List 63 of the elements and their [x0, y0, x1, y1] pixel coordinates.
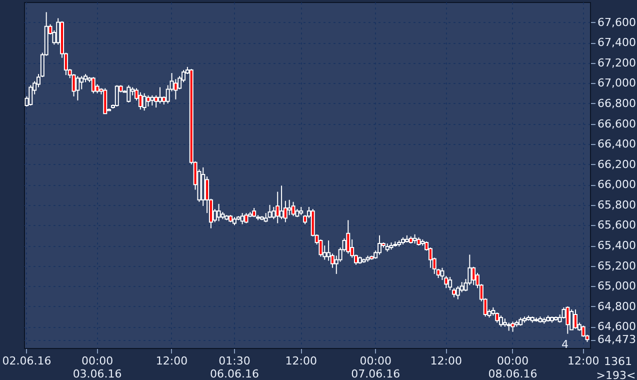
- x-tick-label: 00:00 08.06.16: [488, 354, 538, 380]
- candlestick: [456, 286, 460, 300]
- candlestick: [114, 84, 119, 108]
- candlestick: [499, 315, 504, 328]
- candlestick: [268, 204, 272, 219]
- x-tick-label: 12:00: [567, 354, 600, 368]
- y-tick-label: 64,473: [598, 333, 636, 346]
- candlestick: [138, 92, 142, 110]
- y-tick-label: 67,400: [598, 36, 636, 50]
- candlestick: [318, 238, 323, 258]
- candlestick: [28, 84, 33, 106]
- candlestick: [216, 203, 221, 222]
- x-tick-label: 00:00 07.06.16: [351, 354, 400, 380]
- y-tick-label: 64,800: [598, 300, 636, 313]
- candlestick: [412, 234, 417, 244]
- candlestick: [570, 308, 574, 330]
- candlestick: [346, 220, 350, 254]
- candlestick: [378, 234, 382, 256]
- x-tick-label: 12:00: [430, 354, 462, 368]
- candlestick: [252, 207, 256, 218]
- candlestick: [472, 266, 476, 286]
- candlestick: [158, 86, 162, 104]
- candlestick: [573, 308, 578, 330]
- candlestick: [146, 94, 150, 108]
- y-tick-label: 65,000: [598, 280, 636, 293]
- annotation: 4: [562, 338, 568, 351]
- candlestick: [291, 201, 296, 217]
- candlestick: [126, 84, 131, 103]
- candlestick: [287, 199, 292, 216]
- y-tick-label: 65,600: [598, 218, 636, 232]
- y-tick-label: 64,600: [598, 320, 636, 334]
- candlestick: [448, 276, 452, 291]
- candlestick: [154, 94, 158, 108]
- text: 1361: [604, 355, 632, 368]
- candlestick: [280, 185, 284, 220]
- candlestick: [80, 76, 84, 90]
- x-tick-label: 12:00: [285, 354, 317, 368]
- y-tick-label: 66,600: [598, 117, 636, 130]
- x-tick-label: 00:00 03.06.16: [72, 354, 122, 380]
- y-tick-label: 66,200: [598, 158, 636, 171]
- candlestick: [76, 76, 80, 101]
- y-tick-label: 67,600: [598, 16, 636, 29]
- candlestick: [495, 312, 500, 324]
- candlestick: [142, 92, 146, 112]
- candlestick: [91, 76, 96, 94]
- y-tick-label: 67,000: [598, 76, 636, 90]
- y-tick-label: 65,200: [598, 259, 636, 272]
- candlestick: [103, 88, 108, 114]
- candlestick: [240, 212, 244, 225]
- y-tick-label: 67,200: [598, 56, 636, 70]
- y-tick-label: 66,800: [598, 96, 636, 110]
- candlestick: [566, 306, 570, 334]
- x-tick-label: 02.06.16: [2, 354, 52, 368]
- candlestick: [244, 212, 248, 224]
- y-tick-label: 65,400: [598, 239, 636, 252]
- y-tick-label: 66,000: [598, 178, 636, 192]
- y-tick-label: 66,400: [598, 138, 636, 151]
- text: >193<: [596, 369, 636, 380]
- x-tick-label: 01:30 06.06.16: [210, 354, 259, 380]
- candlestick: [510, 321, 515, 332]
- x-tick-label: 12:00: [156, 354, 188, 368]
- candlestick: [150, 94, 154, 106]
- y-tick-label: 65,800: [598, 198, 636, 212]
